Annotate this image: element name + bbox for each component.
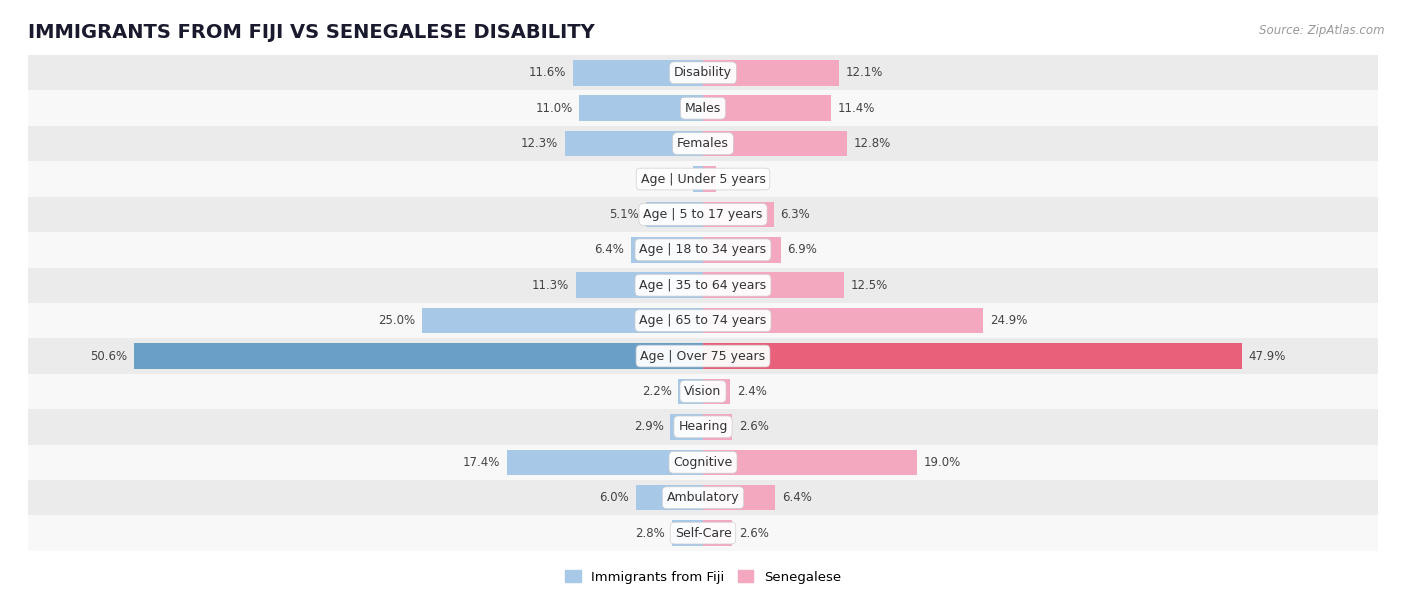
Bar <box>678 379 703 404</box>
Bar <box>703 343 1241 369</box>
Bar <box>703 520 733 546</box>
Text: 2.6%: 2.6% <box>740 526 769 540</box>
Text: Age | 35 to 64 years: Age | 35 to 64 years <box>640 278 766 292</box>
Bar <box>645 202 703 227</box>
Bar <box>631 237 703 263</box>
Bar <box>579 95 703 121</box>
Text: 6.0%: 6.0% <box>599 491 628 504</box>
Bar <box>671 414 703 439</box>
Text: Females: Females <box>678 137 728 150</box>
Bar <box>28 126 1378 162</box>
Text: Disability: Disability <box>673 66 733 80</box>
Text: 12.3%: 12.3% <box>520 137 558 150</box>
Bar <box>703 379 730 404</box>
Bar <box>703 166 717 192</box>
Bar <box>703 202 773 227</box>
Text: Age | Under 5 years: Age | Under 5 years <box>641 173 765 185</box>
Text: Age | Over 75 years: Age | Over 75 years <box>641 349 765 362</box>
Text: Ambulatory: Ambulatory <box>666 491 740 504</box>
Bar <box>28 232 1378 267</box>
Text: 47.9%: 47.9% <box>1249 349 1286 362</box>
Text: 0.92%: 0.92% <box>648 173 686 185</box>
Bar <box>703 450 917 475</box>
Bar <box>572 60 703 86</box>
Bar <box>28 515 1378 551</box>
Text: 2.2%: 2.2% <box>641 385 672 398</box>
Bar <box>703 414 733 439</box>
Text: 19.0%: 19.0% <box>924 456 960 469</box>
Bar <box>28 409 1378 444</box>
Text: 12.8%: 12.8% <box>853 137 891 150</box>
Bar <box>134 343 703 369</box>
Text: Age | 18 to 34 years: Age | 18 to 34 years <box>640 244 766 256</box>
Text: 6.4%: 6.4% <box>782 491 811 504</box>
Text: Source: ZipAtlas.com: Source: ZipAtlas.com <box>1260 24 1385 37</box>
Text: IMMIGRANTS FROM FIJI VS SENEGALESE DISABILITY: IMMIGRANTS FROM FIJI VS SENEGALESE DISAB… <box>28 23 595 42</box>
Text: 5.1%: 5.1% <box>609 208 638 221</box>
Text: 11.3%: 11.3% <box>531 278 569 292</box>
Bar <box>28 480 1378 515</box>
Bar <box>28 267 1378 303</box>
Text: 6.9%: 6.9% <box>787 244 817 256</box>
Text: 12.5%: 12.5% <box>851 278 887 292</box>
Bar <box>28 374 1378 409</box>
Bar <box>28 91 1378 126</box>
Legend: Immigrants from Fiji, Senegalese: Immigrants from Fiji, Senegalese <box>560 565 846 589</box>
Bar <box>28 55 1378 91</box>
Bar <box>28 338 1378 374</box>
Bar <box>508 450 703 475</box>
Bar <box>636 485 703 510</box>
Text: 11.0%: 11.0% <box>536 102 572 114</box>
Text: Self-Care: Self-Care <box>675 526 731 540</box>
Bar <box>703 485 775 510</box>
Text: Males: Males <box>685 102 721 114</box>
Text: Age | 5 to 17 years: Age | 5 to 17 years <box>644 208 762 221</box>
Text: 12.1%: 12.1% <box>846 66 883 80</box>
Text: Hearing: Hearing <box>678 420 728 433</box>
Text: 6.4%: 6.4% <box>595 244 624 256</box>
Text: 11.6%: 11.6% <box>529 66 565 80</box>
Text: 50.6%: 50.6% <box>90 349 127 362</box>
Bar <box>703 272 844 298</box>
Text: 2.9%: 2.9% <box>634 420 664 433</box>
Bar <box>672 520 703 546</box>
Bar <box>576 272 703 298</box>
Bar <box>28 196 1378 232</box>
Text: 2.4%: 2.4% <box>737 385 766 398</box>
Text: 25.0%: 25.0% <box>378 314 415 327</box>
Bar <box>703 95 831 121</box>
Bar <box>28 162 1378 196</box>
Text: 1.2%: 1.2% <box>723 173 754 185</box>
Text: Vision: Vision <box>685 385 721 398</box>
Bar <box>422 308 703 334</box>
Bar <box>703 308 983 334</box>
Bar <box>28 303 1378 338</box>
Text: 11.4%: 11.4% <box>838 102 876 114</box>
Text: 2.8%: 2.8% <box>636 526 665 540</box>
Bar <box>693 166 703 192</box>
Bar <box>703 60 839 86</box>
Bar <box>703 131 846 156</box>
Bar <box>703 237 780 263</box>
Text: Cognitive: Cognitive <box>673 456 733 469</box>
Text: 6.3%: 6.3% <box>780 208 810 221</box>
Bar <box>28 444 1378 480</box>
Text: 2.6%: 2.6% <box>740 420 769 433</box>
Text: Age | 65 to 74 years: Age | 65 to 74 years <box>640 314 766 327</box>
Text: 24.9%: 24.9% <box>990 314 1028 327</box>
Bar <box>565 131 703 156</box>
Text: 17.4%: 17.4% <box>463 456 501 469</box>
